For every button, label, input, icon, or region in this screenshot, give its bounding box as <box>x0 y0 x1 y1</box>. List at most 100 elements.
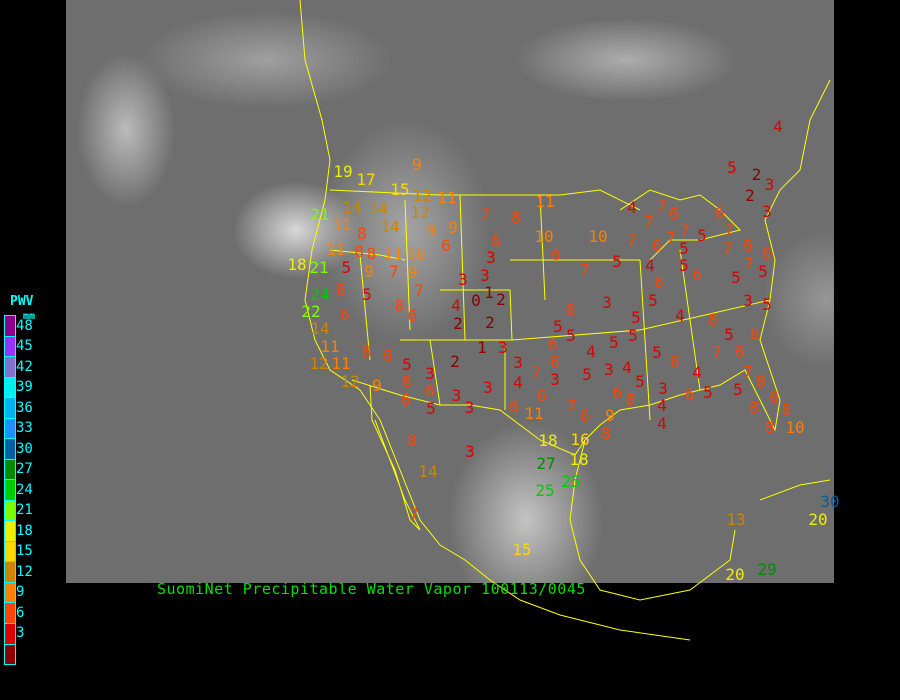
legend-swatch <box>5 357 15 378</box>
station-pwv-value: 5 <box>609 333 619 352</box>
station-pwv-value: 5 <box>679 238 689 258</box>
station-pwv-value: 2 <box>745 186 755 205</box>
legend-label: 6 <box>16 604 25 621</box>
station-pwv-value: 6 <box>692 265 702 284</box>
legend-label: 45 <box>16 338 33 355</box>
station-pwv-value: 8 <box>601 424 611 443</box>
state-line <box>429 339 441 406</box>
legend-label: 33 <box>16 420 33 437</box>
station-pwv-value: 7 <box>744 254 754 273</box>
station-pwv-value: 7 <box>531 363 541 382</box>
station-pwv-value: 9 <box>448 217 458 237</box>
station-pwv-value: 24 <box>310 284 330 304</box>
station-pwv-value: 6 <box>441 235 451 255</box>
station-pwv-value: 11 <box>535 192 555 211</box>
station-pwv-value: 4 <box>622 358 632 377</box>
station-pwv-value: 19 <box>333 162 353 181</box>
station-pwv-value: 14 <box>418 462 438 481</box>
station-pwv-value: 6 <box>491 230 501 250</box>
station-pwv-value: 16 <box>570 430 590 449</box>
station-pwv-value: 4 <box>692 363 702 382</box>
station-pwv-value: 21 <box>310 205 330 224</box>
station-pwv-value: 3 <box>550 370 560 389</box>
station-pwv-value: 11 <box>437 188 457 207</box>
satellite-image <box>66 0 834 583</box>
station-pwv-value: 5 <box>724 325 734 344</box>
station-pwv-value: 7 <box>414 280 424 300</box>
legend-label: 18 <box>16 522 33 539</box>
station-pwv-value: 7 <box>666 228 676 247</box>
station-pwv-value: 6 <box>715 203 725 222</box>
station-pwv-value: 5 <box>703 383 713 402</box>
legend-swatch <box>5 541 15 563</box>
state-line <box>639 299 771 331</box>
station-pwv-value: 4 <box>627 198 637 217</box>
station-pwv-value: 5 <box>631 308 641 327</box>
station-pwv-value: 11 <box>331 354 351 374</box>
station-pwv-value: 18 <box>287 255 307 274</box>
station-pwv-value: 5 <box>628 326 638 345</box>
station-pwv-value: 7 <box>657 197 667 216</box>
station-pwv-value: 5 <box>758 261 768 281</box>
station-pwv-value: 3 <box>486 247 496 267</box>
station-pwv-value: 6 <box>551 244 561 264</box>
state-line <box>511 329 641 341</box>
station-pwv-value: 12 <box>412 186 432 205</box>
station-pwv-value: 8 <box>362 342 372 361</box>
station-pwv-value: 14 <box>342 198 362 217</box>
station-pwv-value: 3 <box>743 291 753 310</box>
station-pwv-value: 11 <box>383 245 403 264</box>
station-pwv-value: 5 <box>402 355 412 374</box>
station-pwv-value: 11 <box>332 215 352 234</box>
station-pwv-value: 1 <box>477 338 487 357</box>
legend-label: 30 <box>16 440 33 457</box>
station-pwv-value: 6 <box>654 272 664 292</box>
gulf-coastline <box>584 79 831 441</box>
station-pwv-value: 20 <box>725 565 745 584</box>
station-pwv-value: 5 <box>762 295 772 314</box>
state-line <box>539 194 546 301</box>
mexico-gulf-coast <box>569 439 736 601</box>
legend-label: 9 <box>16 584 25 601</box>
station-pwv-value: 3 <box>465 442 475 461</box>
us-mexico-border <box>351 379 586 456</box>
station-pwv-value: 6 <box>769 388 780 407</box>
station-pwv-value: 15 <box>512 540 532 559</box>
station-pwv-value: 10 <box>588 227 608 246</box>
station-pwv-value: 4 <box>586 342 596 361</box>
map-title: SuomiNet Precipitable Water Vapor 100113… <box>157 580 586 598</box>
station-pwv-value: 2 <box>751 165 762 184</box>
legend-swatch <box>5 603 15 624</box>
station-pwv-value: 3 <box>762 202 772 221</box>
station-pwv-value: 0 <box>471 291 481 310</box>
legend-swatch <box>5 316 15 337</box>
station-pwv-value: 8 <box>402 372 412 391</box>
station-pwv-value: 7 <box>743 362 753 381</box>
station-pwv-value: 14 <box>368 198 388 218</box>
station-pwv-value: 5 <box>697 226 707 245</box>
station-pwv-value: 9 <box>408 262 418 282</box>
station-pwv-value: 6 <box>537 385 547 405</box>
station-pwv-value: 5 <box>679 256 689 275</box>
station-pwv-value: 2 <box>450 352 460 371</box>
station-pwv-value: 7 <box>580 260 590 279</box>
station-pwv-value: 6 <box>685 385 695 404</box>
station-pwv-value: 5 <box>652 343 662 362</box>
station-pwv-value: 6 <box>401 390 411 409</box>
station-pwv-value: 6 <box>612 383 623 402</box>
station-pwv-value: 3 <box>425 363 435 383</box>
station-pwv-value: 27 <box>536 454 556 473</box>
station-pwv-value: 9 <box>372 376 382 395</box>
legend-swatch <box>5 500 15 522</box>
station-pwv-value: 7 <box>409 505 419 524</box>
station-pwv-value: 4 <box>645 255 655 275</box>
station-pwv-value: 8 <box>749 398 759 417</box>
station-pwv-value: 11 <box>320 337 340 357</box>
legend-swatch <box>5 480 15 501</box>
station-pwv-value: 6 <box>425 380 435 400</box>
legend-label: 21 <box>16 502 33 519</box>
station-pwv-value: 6 <box>580 406 590 425</box>
station-pwv-value: 6 <box>407 306 418 325</box>
legend-color-bar <box>4 315 16 665</box>
legend-swatch <box>5 582 15 604</box>
